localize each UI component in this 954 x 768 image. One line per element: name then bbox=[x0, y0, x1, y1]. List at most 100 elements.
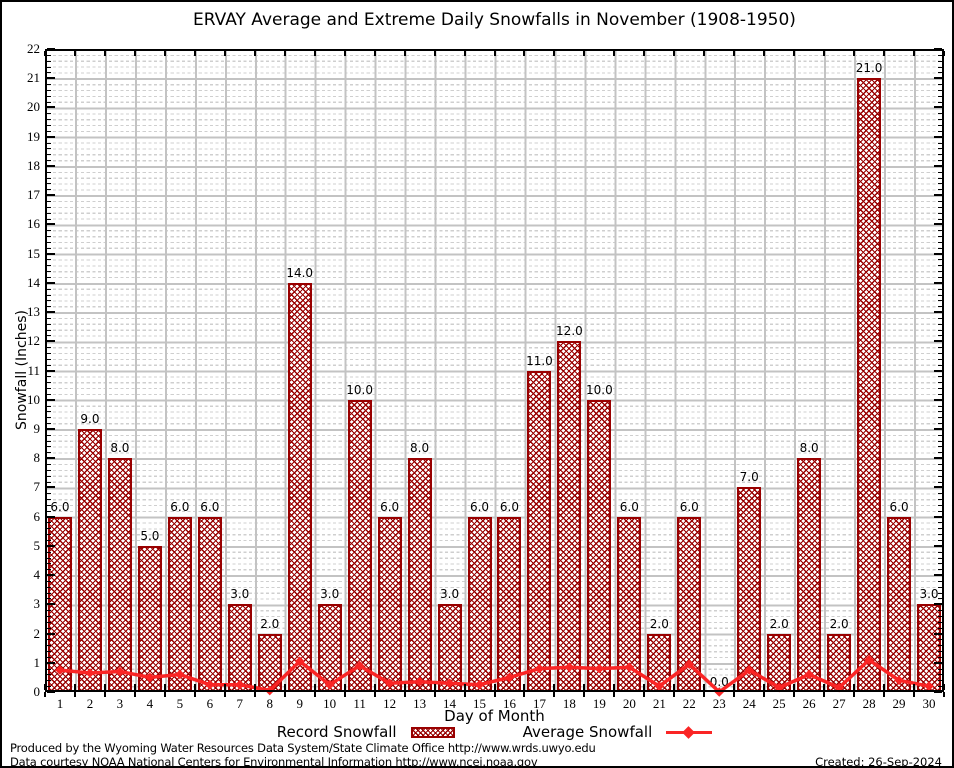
y-major-tick-left bbox=[47, 603, 55, 606]
x-boundary-tick-inner bbox=[853, 684, 856, 690]
y-major-tick-left bbox=[47, 281, 55, 284]
x-boundary-tick-inner bbox=[463, 684, 466, 690]
y-minor-tick-right bbox=[938, 60, 942, 62]
x-boundary-tick-top bbox=[463, 51, 466, 56]
average-marker-day-30 bbox=[924, 681, 934, 691]
bar-value-label: 14.0 bbox=[286, 265, 314, 280]
y-minor-tick-right bbox=[938, 54, 942, 56]
y-minor-tick-left bbox=[47, 493, 51, 495]
y-minor-tick-right bbox=[938, 592, 942, 594]
y-minor-tick-right bbox=[938, 417, 942, 419]
average-marker-day-3 bbox=[115, 666, 125, 677]
x-tick-label: 2 bbox=[86, 696, 94, 711]
y-major-tick-left bbox=[47, 574, 55, 577]
y-major-tick-right bbox=[934, 223, 942, 226]
x-boundary-tick-outer bbox=[193, 692, 196, 697]
x-boundary-tick-inner bbox=[403, 684, 406, 690]
x-boundary-tick-top bbox=[313, 51, 316, 56]
y-minor-tick-left bbox=[47, 382, 51, 384]
x-boundary-tick-outer bbox=[373, 692, 376, 697]
average-marker-day-2 bbox=[85, 668, 95, 678]
y-minor-tick-right bbox=[938, 212, 942, 214]
y-minor-tick-left bbox=[47, 563, 51, 565]
y-minor-tick-right bbox=[938, 686, 942, 688]
x-tick-label: 9 bbox=[296, 696, 303, 711]
x-boundary-tick-top bbox=[673, 51, 676, 56]
x-boundary-tick-outer bbox=[103, 692, 106, 697]
y-tick-label: 19 bbox=[27, 128, 40, 144]
x-boundary-tick-inner bbox=[44, 684, 46, 690]
x-boundary-tick-outer bbox=[73, 692, 76, 697]
x-tick-label: 26 bbox=[802, 696, 816, 711]
y-minor-tick-left bbox=[47, 183, 51, 185]
y-minor-tick-left bbox=[47, 72, 51, 74]
y-minor-tick-left bbox=[47, 148, 51, 150]
y-major-tick-right bbox=[934, 457, 942, 460]
y-minor-tick-right bbox=[938, 569, 942, 571]
y-minor-tick-left bbox=[47, 89, 51, 91]
average-marker-day-1 bbox=[55, 665, 65, 675]
x-tick-label: 20 bbox=[622, 696, 636, 711]
x-boundary-tick-inner bbox=[283, 684, 286, 690]
x-tick-label: 27 bbox=[832, 696, 846, 711]
y-major-tick-right bbox=[934, 77, 942, 80]
x-tick-label: 16 bbox=[502, 696, 516, 711]
y-minor-tick-right bbox=[938, 288, 942, 290]
x-tick-label: 19 bbox=[592, 696, 606, 711]
y-major-tick-left bbox=[47, 311, 55, 314]
y-minor-tick-left bbox=[47, 113, 51, 115]
y-minor-tick-left bbox=[47, 639, 51, 641]
footer-data-courtesy: Data courtesy NOAA National Centers for … bbox=[10, 755, 538, 768]
x-boundary-tick-outer bbox=[493, 692, 496, 697]
x-boundary-tick-outer bbox=[613, 692, 616, 697]
y-minor-tick-left bbox=[47, 423, 51, 425]
x-boundary-tick-top bbox=[943, 51, 945, 56]
y-minor-tick-right bbox=[938, 621, 942, 623]
y-minor-tick-left bbox=[47, 627, 51, 629]
x-tick-label: 29 bbox=[892, 696, 906, 711]
x-boundary-tick-inner bbox=[73, 684, 76, 690]
x-boundary-tick-inner bbox=[703, 684, 706, 690]
y-major-tick-right bbox=[934, 603, 942, 606]
x-boundary-tick-outer bbox=[283, 692, 286, 697]
x-boundary-tick-outer bbox=[673, 692, 676, 697]
x-boundary-tick-top bbox=[643, 51, 646, 56]
bar-value-label: 10.0 bbox=[586, 382, 613, 397]
y-minor-tick-right bbox=[938, 101, 942, 103]
x-boundary-tick-top bbox=[733, 51, 736, 56]
x-boundary-tick-top bbox=[133, 51, 136, 56]
y-minor-tick-right bbox=[938, 616, 942, 617]
y-minor-tick-right bbox=[938, 504, 942, 506]
x-boundary-tick-inner bbox=[193, 684, 196, 690]
bar-value-label: 8.0 bbox=[110, 441, 130, 456]
x-tick-label: 28 bbox=[862, 696, 876, 711]
y-minor-tick-right bbox=[938, 247, 942, 249]
bar-value-label: 3.0 bbox=[919, 587, 939, 602]
y-minor-tick-right bbox=[938, 329, 942, 331]
average-marker-day-19 bbox=[594, 663, 605, 674]
x-boundary-tick-inner bbox=[313, 684, 316, 690]
bar-value-label: 2.0 bbox=[829, 616, 849, 631]
y-minor-tick-right bbox=[938, 376, 942, 378]
x-boundary-tick-top bbox=[253, 51, 256, 56]
y-minor-tick-left bbox=[47, 668, 51, 670]
x-boundary-tick-outer bbox=[883, 692, 886, 697]
y-minor-tick-right bbox=[938, 206, 942, 208]
average-line bbox=[59, 658, 930, 694]
bar-value-label: 2.0 bbox=[649, 616, 669, 631]
y-minor-tick-right bbox=[938, 586, 942, 588]
y-minor-tick-left bbox=[47, 586, 51, 588]
y-major-tick-right bbox=[934, 164, 942, 167]
average-marker-day-4 bbox=[145, 672, 155, 683]
x-tick-label: 7 bbox=[236, 696, 244, 711]
x-tick-label: 5 bbox=[176, 696, 184, 711]
y-tick-label: 5 bbox=[33, 537, 41, 553]
bar-value-label: 8.0 bbox=[410, 441, 430, 456]
y-minor-tick-left bbox=[47, 236, 51, 238]
bar-day-13 bbox=[407, 458, 432, 692]
x-boundary-tick-top bbox=[613, 51, 616, 56]
x-tick-label: 14 bbox=[443, 696, 457, 711]
bar-value-label: 6.0 bbox=[200, 499, 220, 514]
y-minor-tick-left bbox=[47, 452, 51, 454]
